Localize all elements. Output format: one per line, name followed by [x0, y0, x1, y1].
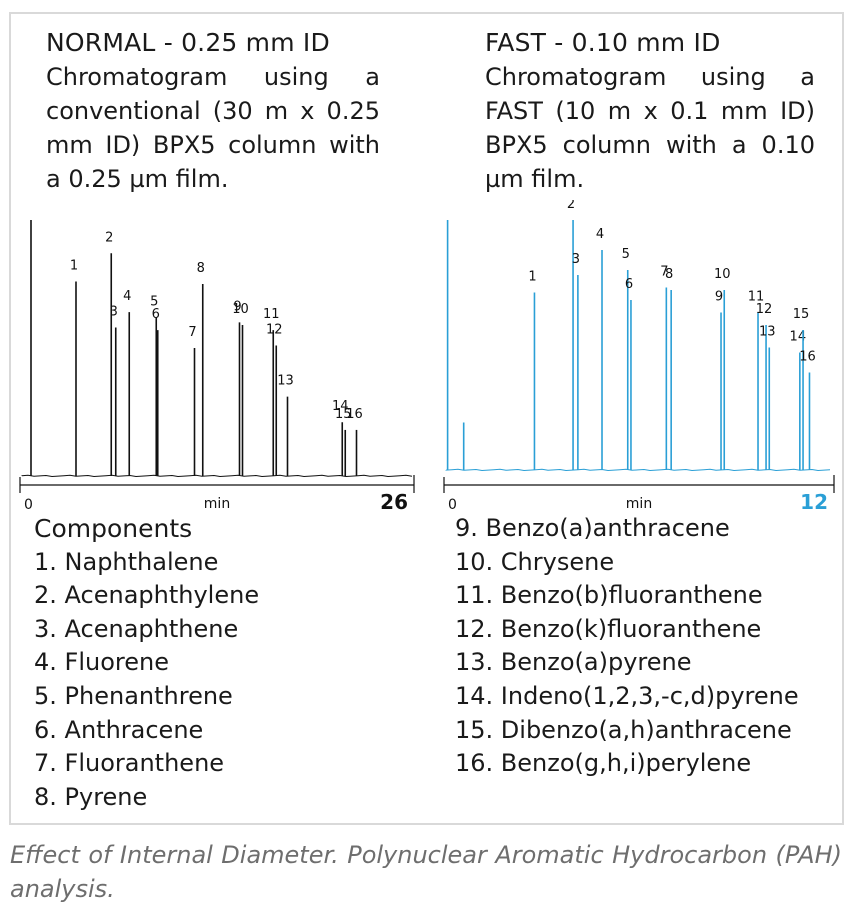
peak-label-6: 6 — [152, 307, 160, 322]
legend-item: 3. Acenaphthene — [34, 614, 239, 643]
left-panel-description: Chromatogram using a conventional (30 m … — [46, 63, 380, 193]
peak-label-5: 5 — [622, 247, 630, 262]
peak-label-7: 7 — [660, 265, 668, 280]
baseline-trace — [445, 468, 831, 472]
peak-label-12: 12 — [756, 302, 773, 317]
legend-left: Components 1. Naphthalene 2. Acenaphthyl… — [34, 512, 259, 814]
legend-item: 1. Naphthalene — [34, 547, 219, 576]
peak-label-4: 4 — [123, 289, 131, 304]
figure-caption: Effect of Internal Diameter. Polynuclear… — [10, 841, 842, 903]
legend-item: 4. Fluorene — [34, 648, 169, 677]
peak-label-16: 16 — [346, 407, 363, 422]
peak-label-2: 2 — [567, 200, 575, 212]
peak-label-13: 13 — [759, 325, 776, 340]
peak-label-1: 1 — [528, 270, 536, 285]
legend-item: 12. Benzo(k)fluoranthene — [455, 614, 762, 643]
peak-label-3: 3 — [572, 252, 580, 267]
peak-label-5: 5 — [150, 294, 158, 309]
legend-item: 16. Benzo(g,h,i)perylene — [455, 749, 752, 778]
legend-item: 7. Fluoranthene — [34, 749, 225, 778]
peak-label-13: 13 — [277, 374, 294, 389]
peak-label-10: 10 — [714, 267, 731, 282]
legend-item: 11. Benzo(b)fluoranthene — [455, 581, 763, 610]
peak-label-8: 8 — [665, 267, 673, 282]
peak-label-11: 11 — [748, 290, 765, 305]
peak-label-15: 15 — [335, 407, 352, 422]
peak-label-14: 14 — [332, 399, 349, 414]
legend-item: 6. Anthracene — [34, 715, 204, 744]
peak-label-11: 11 — [263, 307, 280, 322]
x-tick-label-start: 0 — [24, 497, 33, 513]
figure-frame — [9, 12, 844, 825]
legend-item: 10. Chrysene — [455, 547, 615, 576]
x-tick-label-end: 26 — [380, 490, 408, 514]
right-panel-description: Chromatogram using a FAST (10 m x 0.1 mm… — [485, 63, 815, 193]
peak-label-8: 8 — [197, 261, 205, 276]
legend-item: 8. Pyrene — [34, 782, 148, 811]
peak-label-7: 7 — [188, 325, 196, 340]
peak-label-2: 2 — [105, 230, 113, 245]
peak-label-15: 15 — [793, 307, 810, 322]
legend-item: 9. Benzo(a)anthracene — [455, 514, 730, 542]
x-axis-label: min — [204, 496, 230, 512]
legend-item: 13. Benzo(a)pyrene — [455, 648, 692, 677]
peak-label-9: 9 — [233, 299, 241, 314]
legend-item: 2. Acenaphthylene — [34, 581, 260, 610]
peak-label-6: 6 — [625, 277, 633, 292]
legend-heading: Components — [34, 514, 193, 543]
legend-item: 14. Indeno(1,2,3,-c,d)pyrene — [455, 681, 799, 710]
right-panel-title: FAST - 0.10 mm ID — [485, 28, 721, 57]
x-tick-label-start: 0 — [448, 497, 457, 513]
peak-label-10: 10 — [232, 302, 249, 317]
peak-label-14: 14 — [790, 330, 807, 345]
x-tick-label-end: 12 — [800, 490, 828, 514]
peak-label-12: 12 — [266, 322, 283, 337]
peak-label-16: 16 — [799, 350, 816, 365]
legend-item: 5. Phenanthrene — [34, 681, 233, 710]
peak-label-9: 9 — [715, 290, 723, 305]
legend-right: 9. Benzo(a)anthracene 10. Chrysene 11. B… — [455, 512, 799, 781]
x-axis-label: min — [626, 496, 652, 512]
peak-label-4: 4 — [596, 227, 604, 242]
peak-label-1: 1 — [70, 258, 78, 273]
baseline-trace — [21, 474, 413, 478]
peak-label-3: 3 — [110, 305, 118, 320]
left-panel-title: NORMAL - 0.25 mm ID — [46, 28, 330, 57]
legend-item: 15. Dibenzo(a,h)anthracene — [455, 715, 792, 744]
